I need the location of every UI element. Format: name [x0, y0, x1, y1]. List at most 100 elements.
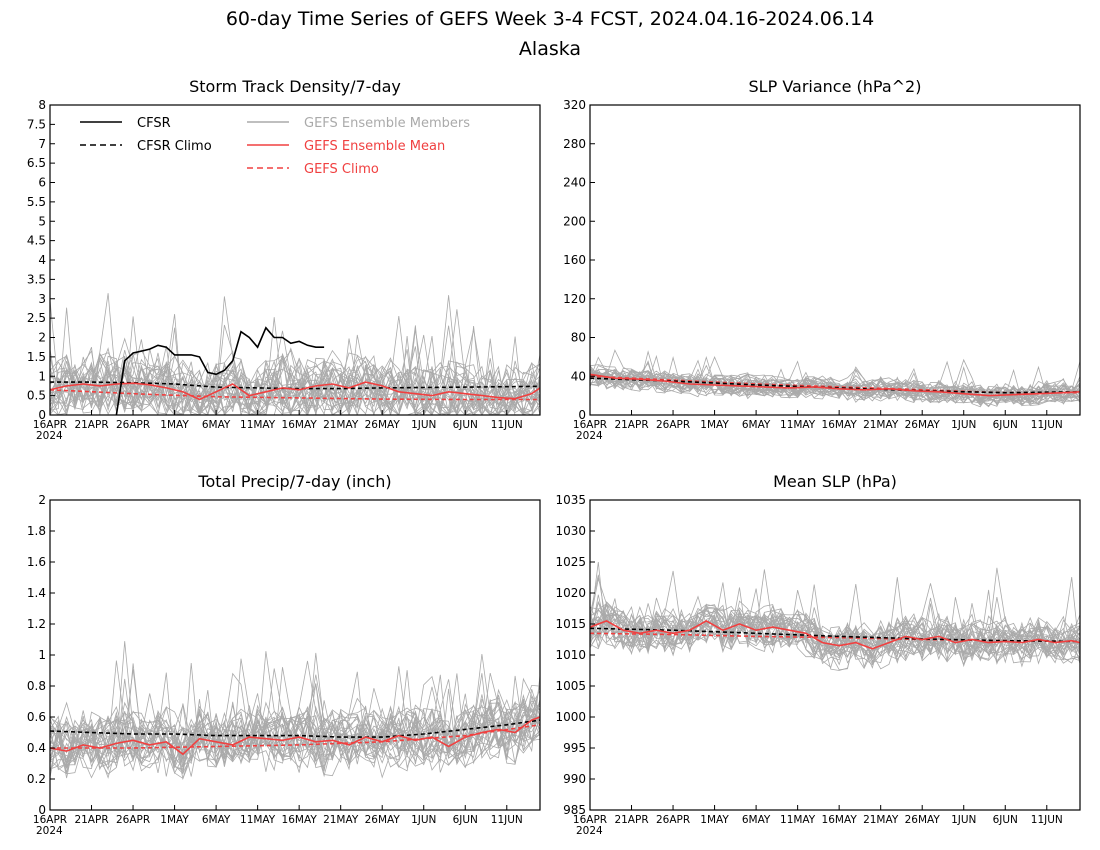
y-tick-label: 280	[563, 137, 586, 151]
series-line-cfsr-climo	[50, 719, 540, 738]
x-tick-label: 26MAY	[905, 419, 941, 431]
ensemble-member-line	[50, 296, 540, 415]
ensemble-members	[590, 562, 1080, 671]
x-tick-label: 6JUN	[993, 419, 1018, 431]
panel-title: Total Precip/7-day (inch)	[197, 472, 391, 491]
y-tick-label: 0.4	[27, 741, 46, 755]
plot-area	[50, 293, 540, 415]
y-tick-label: 200	[563, 214, 586, 228]
x-tick-label: 6MAY	[202, 814, 231, 826]
series-line-gefs-ensemble-mean	[590, 619, 1080, 650]
x-year-label: 2024	[576, 430, 603, 442]
y-tick-label: 2	[38, 331, 46, 345]
y-tick-label: 6	[38, 176, 46, 190]
ensemble-member-line	[50, 672, 540, 775]
x-tick-label: 16APR	[573, 814, 607, 826]
series-line-gefs-ensemble-mean	[590, 373, 1080, 397]
x-tick-label: 1MAY	[700, 814, 729, 826]
ensemble-member-line	[50, 313, 540, 415]
series-line-gefs-ensemble-mean	[50, 716, 540, 756]
x-tick-label: 11JUN	[491, 419, 523, 431]
y-tick-label: 990	[563, 772, 586, 786]
ensemble-members	[50, 641, 540, 781]
y-tick-label: 7.5	[27, 117, 46, 131]
y-tick-label: 5.5	[27, 195, 46, 209]
y-tick-label: 320	[563, 98, 586, 112]
legend-label: GEFS Climo	[304, 162, 379, 177]
ensemble-member-line	[50, 670, 540, 778]
x-tick-label: 11MAY	[240, 814, 276, 826]
x-tick-label: 16APR	[33, 419, 67, 431]
y-tick-label: 8	[38, 98, 46, 112]
x-tick-label: 26MAY	[905, 814, 941, 826]
x-tick-label: 26MAY	[365, 814, 401, 826]
y-tick-label: 2.5	[27, 311, 46, 325]
x-tick-label: 16MAY	[822, 814, 858, 826]
ensemble-member-line	[50, 327, 540, 415]
x-tick-label: 1MAY	[160, 814, 189, 826]
y-tick-label: 995	[563, 741, 586, 755]
y-tick-label: 0.8	[27, 679, 46, 693]
x-tick-label: 11MAY	[780, 814, 816, 826]
x-tick-label: 16APR	[33, 814, 67, 826]
ensemble-member-line	[50, 349, 540, 410]
series-line-gefs-climo	[50, 389, 540, 401]
plot-frame	[589, 104, 1081, 416]
x-tick-label: 21MAY	[863, 419, 899, 431]
y-tick-label: 1025	[555, 555, 586, 569]
x-tick-label: 6MAY	[202, 419, 231, 431]
y-tick-label: 1005	[555, 679, 586, 693]
x-tick-label: 6JUN	[453, 814, 478, 826]
y-tick-label: 0.2	[27, 772, 46, 786]
figure-subtitle: Alaska	[519, 38, 581, 60]
y-tick-label: 1	[38, 648, 46, 662]
chart-panel-2: SLP Variance (hPa^2) 0 40 80 120 160 200 240 280…	[563, 77, 1081, 442]
x-tick-label: 21MAY	[323, 814, 359, 826]
x-tick-label: 11MAY	[780, 419, 816, 431]
x-tick-label: 11JUN	[1031, 814, 1063, 826]
series-line-gefs-ensemble-mean	[50, 381, 540, 401]
series-line-gefs-climo	[50, 724, 540, 749]
chart-panels: Storm Track Density/7-day 0 0.5 1 1.5 2 2.5 3 3.…	[27, 77, 1081, 837]
ensemble-member-line	[590, 368, 1080, 407]
x-tick-label: 16MAY	[282, 419, 318, 431]
ensemble-member-line	[590, 356, 1080, 403]
plot-area	[50, 641, 540, 781]
y-tick-label: 0	[578, 408, 586, 422]
x-tick-label: 21APR	[74, 419, 108, 431]
y-tick-label: 6.5	[27, 156, 46, 170]
y-tick-label: 2	[38, 493, 46, 507]
y-tick-label: 3.5	[27, 272, 46, 286]
legend-label: CFSR Climo	[137, 139, 212, 154]
x-tick-label: 21APR	[614, 419, 648, 431]
y-tick-label: 1.5	[27, 350, 46, 364]
y-tick-label: 120	[563, 292, 586, 306]
x-tick-label: 1JUN	[951, 814, 976, 826]
x-tick-label: 1JUN	[411, 814, 436, 826]
x-year-label: 2024	[36, 825, 63, 837]
ensemble-member-line	[50, 684, 540, 758]
x-tick-label: 11JUN	[491, 814, 523, 826]
legend: CFSR CFSR Climo GEFS Ensemble Members GEFS …	[80, 116, 470, 177]
y-tick-label: 0	[38, 408, 46, 422]
y-tick-label: 0	[38, 803, 46, 817]
x-tick-label: 21MAY	[323, 419, 359, 431]
x-tick-label: 6JUN	[993, 814, 1018, 826]
y-tick-label: 160	[563, 253, 586, 267]
x-tick-label: 16APR	[573, 419, 607, 431]
ensemble-member-line	[590, 597, 1080, 666]
legend-label: GEFS Ensemble Members	[304, 116, 470, 131]
series-line-cfsr-climo	[50, 381, 540, 390]
figure-title: 60-day Time Series of GEFS Week 3-4 FCST…	[226, 8, 874, 30]
y-tick-label: 40	[571, 369, 586, 383]
y-tick-label: 1015	[555, 617, 586, 631]
y-tick-label: 3	[38, 292, 46, 306]
y-tick-label: 1030	[555, 524, 586, 538]
panel-title: SLP Variance (hPa^2)	[749, 77, 922, 96]
y-tick-label: 1.2	[27, 617, 46, 631]
x-tick-label: 26MAY	[365, 419, 401, 431]
x-tick-label: 21MAY	[863, 814, 899, 826]
y-tick-label: 0.6	[27, 710, 46, 724]
ensemble-member-line	[590, 600, 1080, 659]
